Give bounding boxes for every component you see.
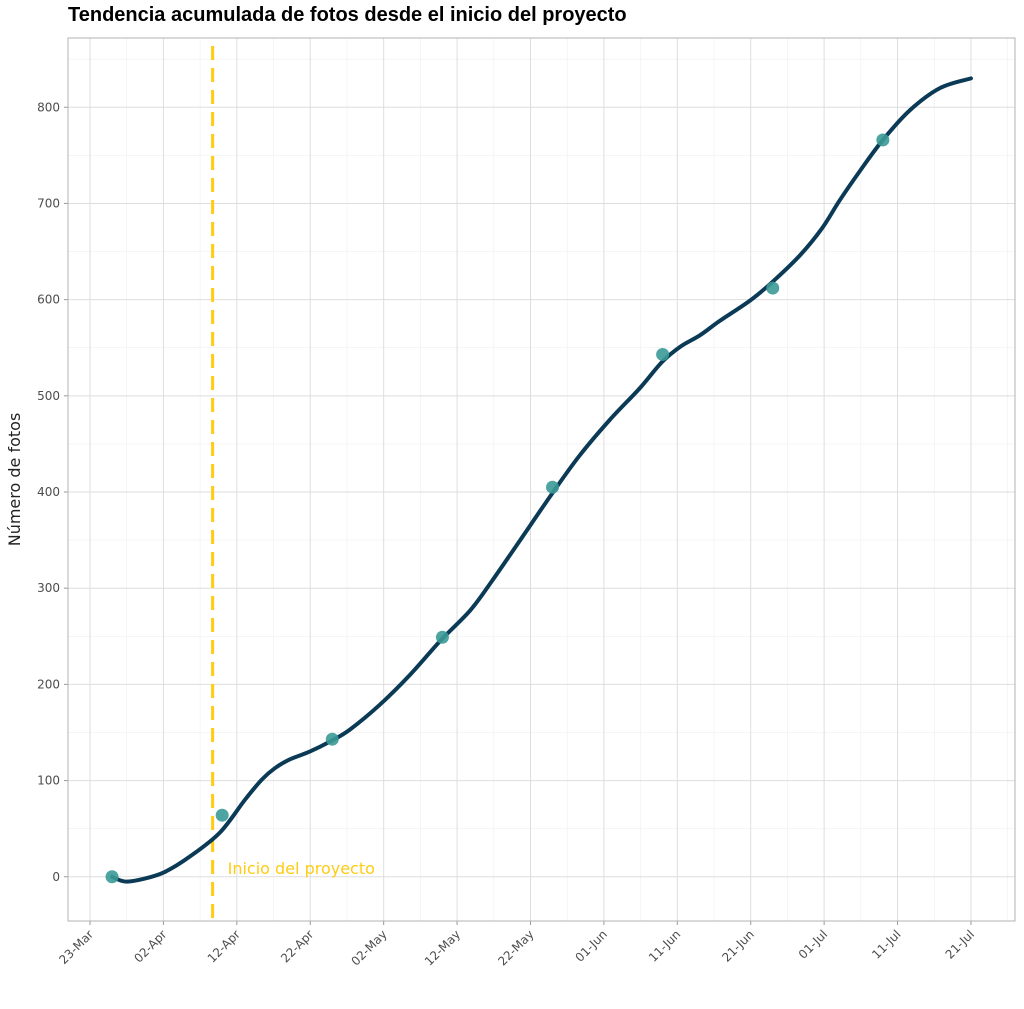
y-tick-label: 700	[37, 196, 60, 210]
data-point	[325, 732, 339, 746]
data-point	[435, 630, 449, 644]
x-tick-label: 12-May	[422, 927, 463, 968]
x-tick-label: 22-Apr	[278, 927, 316, 965]
y-axis-label: Número de fotos	[5, 413, 24, 547]
y-tick-label: 100	[37, 774, 60, 788]
x-tick-label: 12-Apr	[205, 927, 243, 965]
y-tick-label: 0	[52, 870, 60, 884]
x-tick-label: 21-Jul	[943, 927, 977, 961]
y-tick-label: 600	[37, 293, 60, 307]
trend-line	[110, 76, 973, 884]
x-tick-label: 21-Jun	[719, 927, 756, 964]
y-tick-label: 300	[37, 581, 60, 595]
data-point	[876, 133, 890, 147]
data-point	[656, 347, 670, 361]
plot-border	[67, 37, 1016, 922]
project-start-label: Inicio del proyecto	[228, 859, 375, 878]
plot-panel	[68, 38, 1015, 921]
x-tick-label: 22-May	[495, 927, 536, 968]
chart-title: Tendencia acumulada de fotos desde el in…	[68, 4, 627, 26]
data-point	[215, 808, 229, 822]
x-tick-label: 01-Jun	[573, 927, 610, 964]
y-tick-label: 800	[37, 100, 60, 114]
x-tick-label: 02-Apr	[131, 927, 169, 965]
x-tick-label: 23-Mar	[56, 927, 96, 967]
x-tick-label: 11-Jul	[869, 927, 903, 961]
x-tick-label: 02-May	[348, 927, 389, 968]
x-tick-label: 11-Jun	[646, 927, 683, 964]
y-tick-label: 500	[37, 389, 60, 403]
y-tick-label: 200	[37, 677, 60, 691]
data-point	[546, 480, 560, 494]
data-point	[766, 281, 780, 295]
data-point	[105, 870, 119, 884]
x-tick-label: 01-Jul	[796, 927, 830, 961]
y-tick-label: 400	[37, 485, 60, 499]
